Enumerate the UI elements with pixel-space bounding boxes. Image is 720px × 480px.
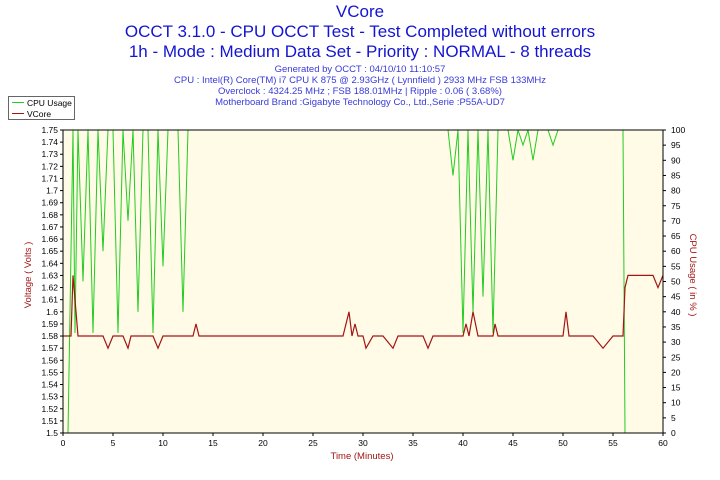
info-cpu: CPU : Intel(R) Core(TM) i7 CPU K 875 @ 2… [174, 75, 546, 86]
y-right-tick-label: 75 [671, 201, 681, 211]
x-tick-label: 20 [258, 438, 268, 448]
y-left-tick-label: 1.59 [41, 319, 58, 329]
info-overclock: Overclock : 4324.25 MHz ; FSB 188.01MHz … [218, 86, 502, 97]
y-right-tick-label: 25 [671, 352, 681, 362]
y-right-tick-label: 30 [671, 337, 681, 347]
x-tick-label: 0 [61, 438, 66, 448]
x-tick-label: 55 [608, 438, 618, 448]
info-generated: Generated by OCCT : 04/10/10 11:10:57 [274, 64, 446, 75]
x-tick-label: 10 [158, 438, 168, 448]
y-left-tick-label: 1.55 [41, 367, 58, 377]
y-left-tick-label: 1.75 [41, 125, 58, 135]
x-tick-label: 40 [458, 438, 468, 448]
y-axis-right-label: CPU Usage ( in % ) [687, 234, 698, 317]
y-left-tick-label: 1.68 [41, 210, 58, 220]
y-left-tick-label: 1.56 [41, 355, 58, 365]
y-right-tick-label: 55 [671, 261, 681, 271]
y-left-tick-label: 1.66 [41, 234, 58, 244]
y-right-tick-label: 5 [671, 413, 676, 423]
y-left-tick-label: 1.73 [41, 149, 58, 159]
y-right-tick-label: 35 [671, 322, 681, 332]
y-left-tick-label: 1.71 [41, 173, 58, 183]
y-right-tick-label: 0 [671, 428, 676, 438]
y-right-tick-label: 10 [671, 398, 681, 408]
y-left-tick-label: 1.54 [41, 380, 58, 390]
legend-item-cpu-usage: CPU Usage [9, 97, 74, 108]
y-right-tick-label: 60 [671, 246, 681, 256]
y-left-tick-label: 1.72 [41, 161, 58, 171]
x-tick-label: 30 [358, 438, 368, 448]
series-line-vcore [63, 274, 664, 351]
x-tick-label: 25 [308, 438, 318, 448]
y-left-tick-label: 1.5 [46, 428, 58, 438]
y-left-tick-label: 1.69 [41, 198, 58, 208]
y-left-tick-label: 1.53 [41, 392, 58, 402]
chart-legend: CPU Usage VCore [8, 96, 75, 120]
y-left-tick-label: 1.74 [41, 137, 58, 147]
x-tick-label: 35 [408, 438, 418, 448]
x-tick-label: 50 [558, 438, 568, 448]
x-tick-label: 5 [111, 438, 116, 448]
info-motherboard: Motherboard Brand :Gigabyte Technology C… [215, 97, 505, 108]
chart-subtitle-mode: 1h - Mode : Medium Data Set - Priority :… [128, 42, 592, 61]
plot-area [63, 130, 663, 433]
y-axis-left-label: Voltage ( Volts ) [23, 242, 34, 309]
x-axis-label: Time (Minutes) [331, 451, 394, 462]
x-tick-label: 60 [658, 438, 668, 448]
y-left-tick-label: 1.61 [41, 295, 58, 305]
y-right-tick-label: 45 [671, 292, 681, 302]
y-left-tick-label: 1.58 [41, 331, 58, 341]
y-left-tick-label: 1.7 [46, 186, 58, 196]
y-right-tick-label: 95 [671, 140, 681, 150]
legend-item-vcore: VCore [9, 108, 74, 119]
y-left-tick-label: 1.65 [41, 246, 58, 256]
y-right-tick-label: 65 [671, 231, 681, 241]
y-right-tick-label: 90 [671, 155, 681, 165]
y-right-tick-label: 70 [671, 216, 681, 226]
y-left-tick-label: 1.62 [41, 283, 58, 293]
y-right-tick-label: 80 [671, 186, 681, 196]
legend-swatch-cpu-usage [12, 102, 24, 103]
legend-label-cpu-usage: CPU Usage [27, 97, 72, 108]
y-left-tick-label: 1.51 [41, 416, 58, 426]
x-tick-label: 45 [508, 438, 518, 448]
chart-subtitle-test: OCCT 3.1.0 - CPU OCCT Test - Test Comple… [124, 22, 596, 41]
y-right-tick-label: 40 [671, 307, 681, 317]
y-right-tick-label: 100 [671, 125, 685, 135]
y-left-tick-label: 1.64 [41, 258, 58, 268]
legend-label-vcore: VCore [27, 108, 52, 119]
y-left-tick-label: 1.57 [41, 343, 58, 353]
y-left-tick-label: 1.63 [41, 270, 58, 280]
y-right-tick-label: 15 [671, 383, 681, 393]
chart-title: VCore [335, 2, 385, 21]
y-left-tick-label: 1.6 [46, 307, 58, 317]
y-right-tick-label: 85 [671, 170, 681, 180]
legend-swatch-vcore [12, 113, 24, 114]
y-right-tick-label: 20 [671, 367, 681, 377]
y-left-tick-label: 1.67 [41, 222, 58, 232]
x-tick-label: 15 [208, 438, 218, 448]
y-left-tick-label: 1.52 [41, 404, 58, 414]
y-right-tick-label: 50 [671, 277, 681, 287]
